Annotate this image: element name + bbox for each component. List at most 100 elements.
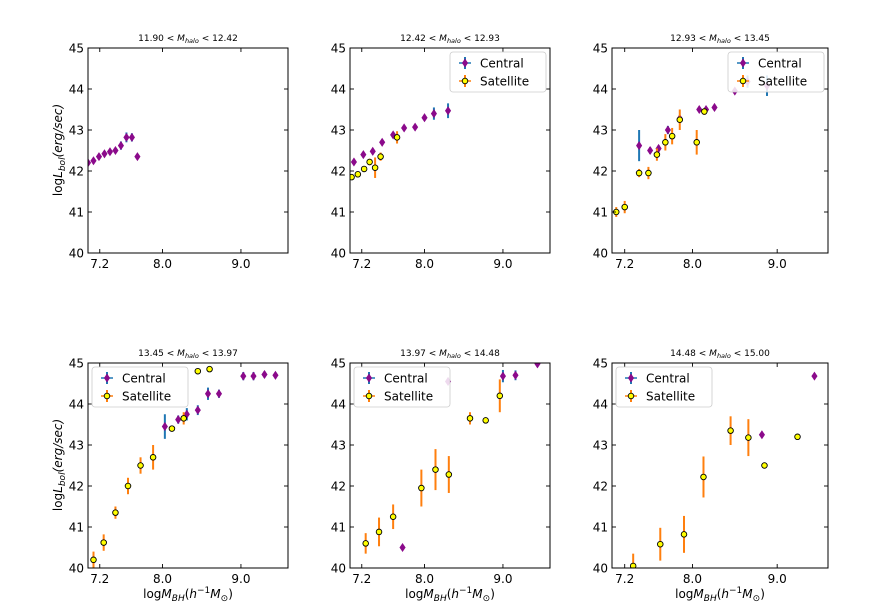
legend-label: Satellite [758, 75, 807, 89]
data-point [445, 456, 453, 493]
y-tick-label: 41 [593, 206, 608, 220]
legend-label: Satellite [384, 390, 433, 404]
x-tick-label: 8.0 [415, 572, 434, 586]
legend-entry-central: Central [459, 57, 524, 71]
data-point [745, 419, 752, 457]
y-tick-label: 40 [593, 247, 608, 261]
data-point [701, 108, 708, 115]
legend-label: Central [122, 372, 166, 386]
data-point [727, 416, 734, 445]
legend-marker [365, 392, 373, 400]
title-variable: M [177, 349, 185, 359]
data-point [175, 415, 182, 425]
panel-title: 12.93 < Mhalo < 13.45 [670, 34, 770, 45]
ylabel-unit: (erg/sec) [51, 419, 65, 473]
satellite-marker [137, 462, 144, 469]
data-point [240, 371, 247, 381]
satellite-marker [360, 165, 368, 173]
y-tick-label: 45 [69, 42, 84, 56]
satellite-marker [180, 415, 187, 422]
title-variable: M [709, 349, 717, 359]
data-point [90, 156, 97, 166]
satellite-marker [149, 454, 157, 461]
central-marker [117, 141, 125, 151]
legend-label: Satellite [480, 75, 529, 89]
central-marker [350, 157, 357, 167]
xlabel-sup: −1 [197, 586, 210, 596]
satellite-marker [366, 158, 373, 166]
xlabel-log: log [143, 587, 161, 601]
central-marker [240, 371, 247, 381]
data-point [100, 534, 107, 551]
satellite-marker [700, 473, 707, 481]
y-tick-label: 41 [593, 521, 608, 535]
x-tick-label: 7.2 [352, 257, 371, 271]
data-point [204, 387, 212, 400]
ylabel-unit: (erg/sec) [51, 104, 65, 158]
legend-entry-satellite: Satellite [459, 75, 529, 89]
central-marker [647, 145, 654, 156]
xlabel-sub: BH [704, 594, 717, 604]
x-axis-label: logMBH(h−1M⊙) [675, 586, 765, 604]
central-marker [175, 415, 182, 425]
x-tick-label: 8.0 [415, 257, 434, 271]
y-tick-label: 42 [593, 165, 608, 179]
data-point [499, 369, 507, 383]
axes-frame [349, 362, 551, 569]
x-tick-label: 7.2 [90, 257, 109, 271]
central-marker [636, 141, 643, 151]
y-tick-label: 45 [593, 42, 608, 56]
title-subscript: halo [447, 352, 461, 360]
y-tick-label: 41 [69, 206, 84, 220]
data-point [466, 412, 474, 425]
central-marker [360, 150, 367, 160]
data-point [399, 542, 406, 553]
data-point [421, 113, 428, 123]
legend-box [353, 366, 451, 408]
data-point [149, 445, 157, 470]
x-axis-label: logMBH(h−1M⊙) [143, 586, 233, 604]
satellite-marker [629, 562, 637, 568]
y-tick-label: 44 [69, 83, 84, 97]
data-point [635, 168, 643, 178]
series-central [161, 369, 279, 439]
data-point [794, 433, 801, 441]
legend-box [91, 366, 189, 408]
series-satellite [350, 131, 401, 181]
panel-4: 13.45 < Mhalo < 13.97 40 41 42 43 44 45 7.2 8.0 9… [69, 349, 289, 586]
xlabel-m: M [472, 587, 483, 601]
y-tick-label: 44 [331, 398, 346, 412]
x-tick-label: 9.0 [493, 257, 512, 271]
data-point [112, 506, 119, 519]
satellite-marker [676, 116, 684, 123]
data-area [612, 75, 771, 217]
data-point [401, 123, 408, 133]
y-tick-label: 43 [331, 124, 346, 138]
satellite-marker [662, 139, 669, 146]
central-marker [134, 152, 141, 162]
central-marker [430, 109, 437, 119]
data-point [664, 125, 671, 135]
satellite-marker [621, 203, 628, 211]
data-point [811, 371, 818, 381]
data-point [636, 130, 643, 162]
data-area [350, 103, 452, 181]
data-point [432, 449, 439, 491]
x-tick-label: 9.0 [493, 572, 512, 586]
data-point [360, 165, 368, 173]
legend-box [449, 51, 547, 93]
central-marker [401, 123, 408, 133]
central-marker [204, 389, 212, 399]
title-suffix: < 12.93 [461, 34, 500, 44]
data-point [482, 417, 489, 424]
central-marker [664, 125, 671, 135]
central-marker [412, 122, 419, 132]
central-marker [421, 113, 428, 123]
central-marker [696, 104, 703, 115]
xlabel-sup: −1 [729, 586, 742, 596]
y-axis-label: logLbol(erg/sec) [51, 104, 68, 196]
xlabel-sun: ⊙ [753, 594, 761, 604]
central-marker [399, 542, 406, 553]
data-point [168, 425, 176, 432]
satellite-marker [206, 365, 213, 373]
